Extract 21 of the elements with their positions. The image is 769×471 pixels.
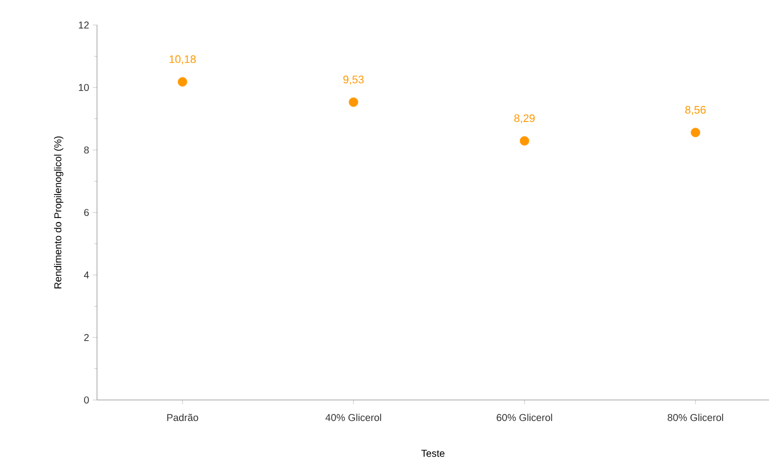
- x-tick-label: Padrão: [167, 414, 198, 422]
- x-tick-label: 40% Glicerol: [325, 414, 382, 422]
- x-tick-label: 60% Glicerol: [496, 414, 552, 422]
- y-tick-label: 2: [84, 334, 89, 341]
- y-axis-title: Rendimento do Propilenoglicol (%): [54, 136, 64, 288]
- data-label: 8,29: [514, 114, 535, 124]
- data-label: 9,53: [343, 76, 364, 85]
- point: [348, 97, 358, 107]
- y-tick-label: 6: [84, 208, 89, 216]
- x-tick-label: 80% Glicerol: [668, 414, 724, 422]
- y-tick-label: 10: [78, 84, 89, 92]
- y-tick-label: 4: [84, 272, 89, 278]
- x-axis-title: Teste: [421, 450, 444, 457]
- y-tick-label: 8: [84, 146, 89, 154]
- y-tick-label: 0: [84, 396, 89, 404]
- y-tick-label: 12: [78, 22, 89, 28]
- point: [690, 128, 700, 138]
- point: [178, 77, 188, 87]
- data-label: 10,18: [170, 55, 196, 64]
- point: [520, 136, 530, 146]
- data-label: 8,56: [685, 106, 706, 115]
